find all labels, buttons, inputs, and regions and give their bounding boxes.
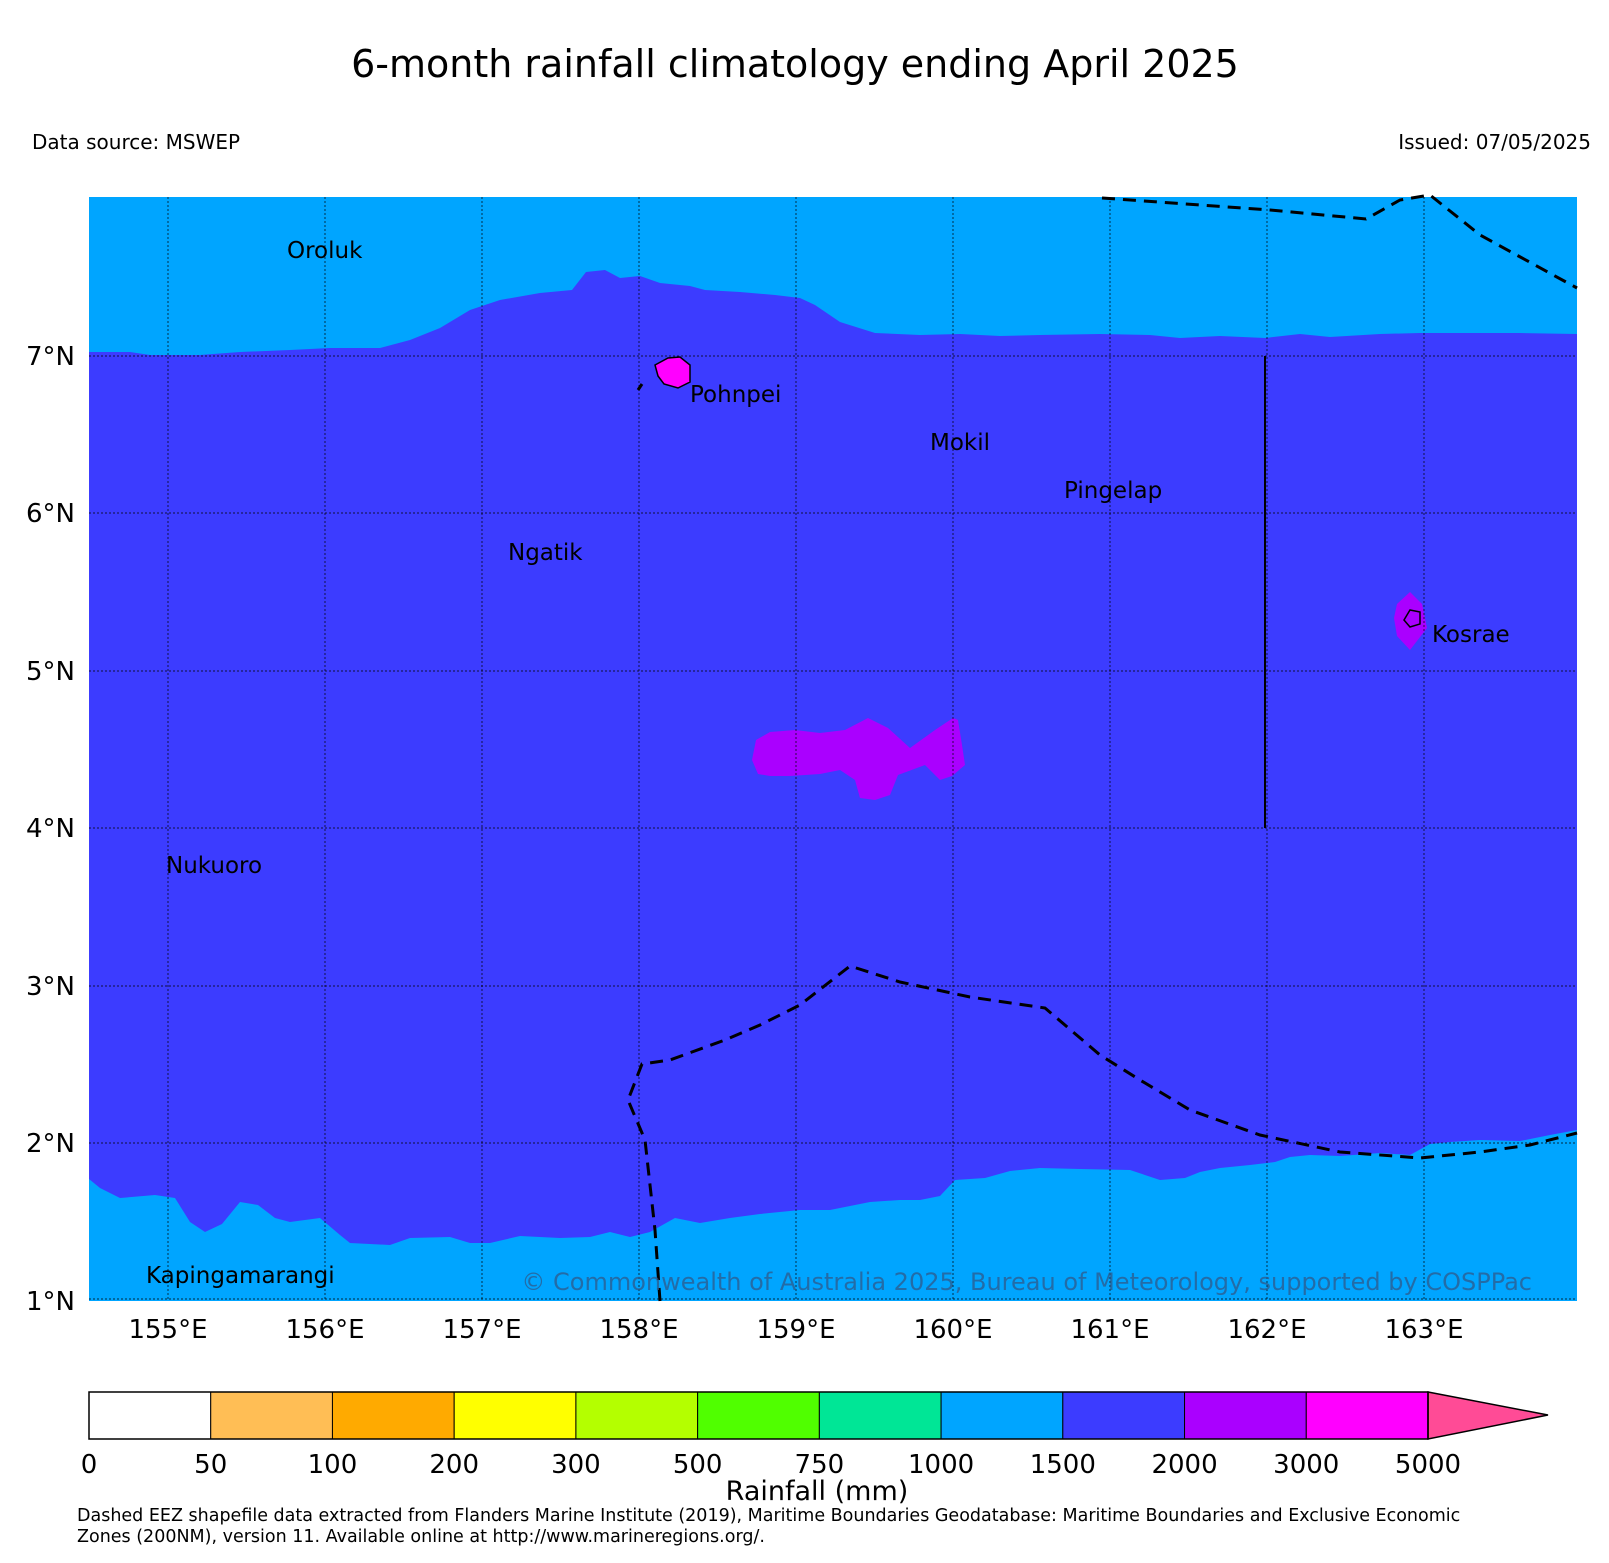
lon-label-158e: 158°E — [599, 1315, 678, 1345]
colorbar-swatch-1 — [210, 1391, 333, 1440]
colorbar: 0 50 100 200 300 500 750 1000 1500 2000 3000 5000 R… — [81, 1391, 1549, 1507]
data-source-label: Data source: MSWEP — [32, 130, 241, 154]
colorbar-swatch-8 — [1062, 1391, 1186, 1440]
colorbar-swatch-2 — [331, 1391, 455, 1440]
lon-label-161e: 161°E — [1070, 1315, 1149, 1345]
lon-label-162e: 162°E — [1227, 1315, 1306, 1345]
colorbar-tick-7: 1000 — [908, 1450, 974, 1480]
place-label-ngatik: Ngatik — [508, 540, 583, 566]
colorbar-tick-8: 1500 — [1030, 1450, 1096, 1480]
lat-label-7n: 7°N — [26, 342, 75, 372]
lon-label-155e: 155°E — [128, 1315, 207, 1345]
footnote: Dashed EEZ shapefile data extracted from… — [77, 1506, 1607, 1548]
copyright-notice: © Commonwealth of Australia 2025, Bureau… — [521, 1268, 1532, 1296]
place-labels: Oroluk Pohnpei Mokil Pingelap Ngatik Kos… — [146, 238, 1510, 1289]
place-label-mokil: Mokil — [930, 430, 990, 456]
colorbar-tick-0: 0 — [81, 1450, 98, 1480]
colorbar-tick-11: 5000 — [1395, 1450, 1461, 1480]
kosrae-island — [1403, 609, 1421, 628]
place-label-pingelap: Pingelap — [1064, 478, 1162, 504]
colorbar-label: Rainfall (mm) — [726, 1476, 909, 1507]
rainfall-map: Oroluk Pohnpei Mokil Pingelap Ngatik Kos… — [89, 193, 1578, 1302]
colorbar-tick-2: 100 — [308, 1450, 358, 1480]
colorbar-tick-4: 300 — [551, 1450, 601, 1480]
colorbar-tick-9: 2000 — [1151, 1450, 1217, 1480]
colorbar-swatch-3 — [453, 1391, 577, 1440]
longitude-labels: 155°E 156°E 157°E 158°E 159°E 160°E 161°… — [128, 1315, 1463, 1345]
place-label-oroluk: Oroluk — [287, 238, 363, 264]
lon-label-160e: 160°E — [913, 1315, 992, 1345]
lon-label-163e: 163°E — [1384, 1315, 1463, 1345]
eez-boundaries — [626, 193, 1578, 1302]
zone-2000-3000-kosrae — [1394, 592, 1427, 650]
colorbar-swatch-10 — [1305, 1391, 1429, 1440]
colorbar-swatch-0 — [88, 1391, 212, 1440]
pohnpei-island — [654, 356, 691, 389]
footnote-line-2: Zones (200NM), version 11. Available onl… — [77, 1527, 765, 1547]
colorbar-swatch-5 — [697, 1391, 820, 1440]
colorbar-outline — [88, 1391, 1429, 1440]
colorbar-swatch-9 — [1184, 1391, 1307, 1440]
page-title: 6-month rainfall climatology ending Apri… — [351, 42, 1239, 86]
lon-label-159e: 159°E — [756, 1315, 835, 1345]
lon-label-156e: 156°E — [285, 1315, 364, 1345]
lat-label-1n: 1°N — [26, 1287, 75, 1317]
place-label-nukuoro: Nukuoro — [166, 853, 262, 879]
lat-label-5n: 5°N — [26, 657, 75, 687]
lat-label-2n: 2°N — [26, 1129, 75, 1159]
zone-2000-3000-central — [752, 718, 965, 800]
colorbar-tick-3: 200 — [429, 1450, 479, 1480]
place-label-kapingamarangi: Kapingamarangi — [146, 1263, 335, 1289]
colorbar-extend-arrow — [1427, 1391, 1549, 1440]
place-label-kosrae: Kosrae — [1432, 622, 1510, 648]
lat-label-6n: 6°N — [26, 499, 75, 529]
place-label-pohnpei: Pohnpei — [690, 382, 781, 408]
issued-date-label: Issued: 07/05/2025 — [1398, 130, 1591, 154]
colorbar-tick-10: 3000 — [1273, 1450, 1339, 1480]
colorbar-tick-6: 750 — [795, 1450, 845, 1480]
footnote-line-1: Dashed EEZ shapefile data extracted from… — [77, 1506, 1461, 1526]
lat-label-4n: 4°N — [26, 814, 75, 844]
latitude-labels: 7°N 6°N 5°N 4°N 3°N 2°N 1°N — [26, 342, 75, 1317]
colorbar-swatch-6 — [818, 1391, 942, 1440]
lat-label-3n: 3°N — [26, 972, 75, 1002]
colorbar-swatch-7 — [940, 1391, 1064, 1440]
colorbar-tick-1: 50 — [194, 1450, 227, 1480]
colorbar-swatch-4 — [575, 1391, 699, 1440]
lon-label-157e: 157°E — [442, 1315, 521, 1345]
colorbar-tick-5: 500 — [673, 1450, 723, 1480]
graticule — [89, 197, 1577, 1301]
